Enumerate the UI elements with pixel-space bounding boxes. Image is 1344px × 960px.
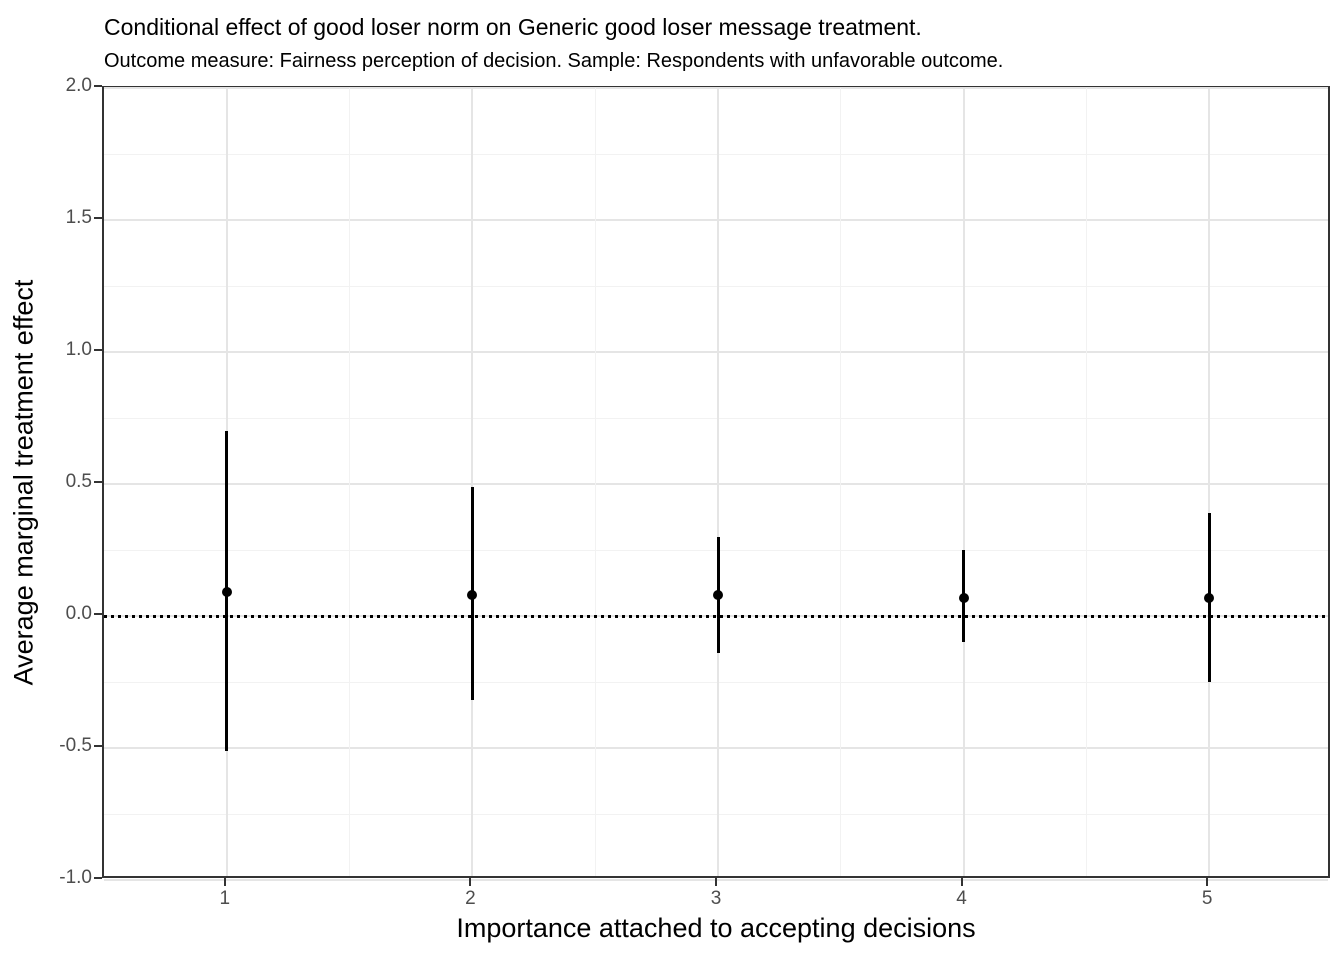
- y-tick-label: 1.5: [65, 207, 92, 228]
- gridline-minor-horizontal: [104, 681, 1328, 683]
- y-tick-label: 0.5: [65, 471, 92, 492]
- gridline-major-vertical: [471, 88, 474, 876]
- x-axis-tick: [1206, 878, 1209, 886]
- gridline-major-vertical: [962, 88, 965, 876]
- gridline-minor-horizontal: [104, 153, 1328, 155]
- y-tick-label: -1.0: [59, 867, 92, 888]
- gridline-major-horizontal: [104, 747, 1328, 749]
- gridline-minor-vertical: [1085, 88, 1087, 876]
- y-axis-tick: [94, 877, 102, 879]
- point-estimate: [958, 592, 969, 603]
- point-estimate: [713, 589, 723, 600]
- x-tick-label: 1: [219, 888, 231, 909]
- gridline-minor-horizontal: [104, 549, 1328, 551]
- x-tick-label: 4: [956, 888, 967, 909]
- y-axis-tick: [94, 481, 102, 483]
- y-axis-tick: [94, 613, 102, 615]
- chart-panel: [102, 86, 1330, 881]
- y-tick-label: -0.5: [59, 735, 92, 756]
- x-tick-label: 5: [1201, 888, 1213, 909]
- x-axis-tick: [960, 878, 963, 886]
- gridline-minor-vertical: [594, 88, 596, 876]
- x-tick-label: 2: [465, 888, 476, 909]
- x-tick-label: 3: [710, 888, 722, 909]
- x-axis-tick: [469, 878, 472, 886]
- gridline-major-horizontal: [104, 483, 1328, 485]
- zero-reference-line: [104, 614, 1328, 618]
- plot-subtitle: Outcome measure: Fairness perception of …: [104, 50, 1004, 72]
- gridline-minor-horizontal: [104, 813, 1328, 815]
- gridline-major-horizontal: [104, 87, 1328, 89]
- gridline-minor-vertical: [840, 88, 842, 876]
- x-axis-tick: [223, 878, 226, 886]
- y-tick-label: 2.0: [65, 75, 92, 96]
- gridline-major-horizontal: [104, 351, 1328, 353]
- point-estimate: [221, 587, 232, 598]
- point-estimate: [1204, 592, 1215, 603]
- gridline-major-vertical: [1208, 88, 1211, 876]
- plot-title: Conditional effect of good loser norm on…: [104, 14, 922, 40]
- y-tick-label: 0.0: [65, 603, 92, 624]
- gridline-major-vertical: [717, 88, 719, 876]
- gridline-major-horizontal: [104, 219, 1328, 221]
- x-axis-tick: [715, 878, 717, 886]
- y-tick-label: 1.0: [65, 339, 92, 360]
- y-axis-tick: [94, 217, 102, 219]
- point-estimate: [467, 589, 478, 600]
- y-axis-tick: [94, 349, 102, 351]
- gridline-minor-horizontal: [104, 285, 1328, 287]
- gridline-minor-vertical: [349, 88, 351, 876]
- y-axis-tick: [94, 745, 102, 747]
- y-axis-tick: [94, 85, 102, 87]
- x-axis-title: Importance attached to accepting decisio…: [456, 913, 976, 943]
- gridline-minor-horizontal: [104, 417, 1328, 419]
